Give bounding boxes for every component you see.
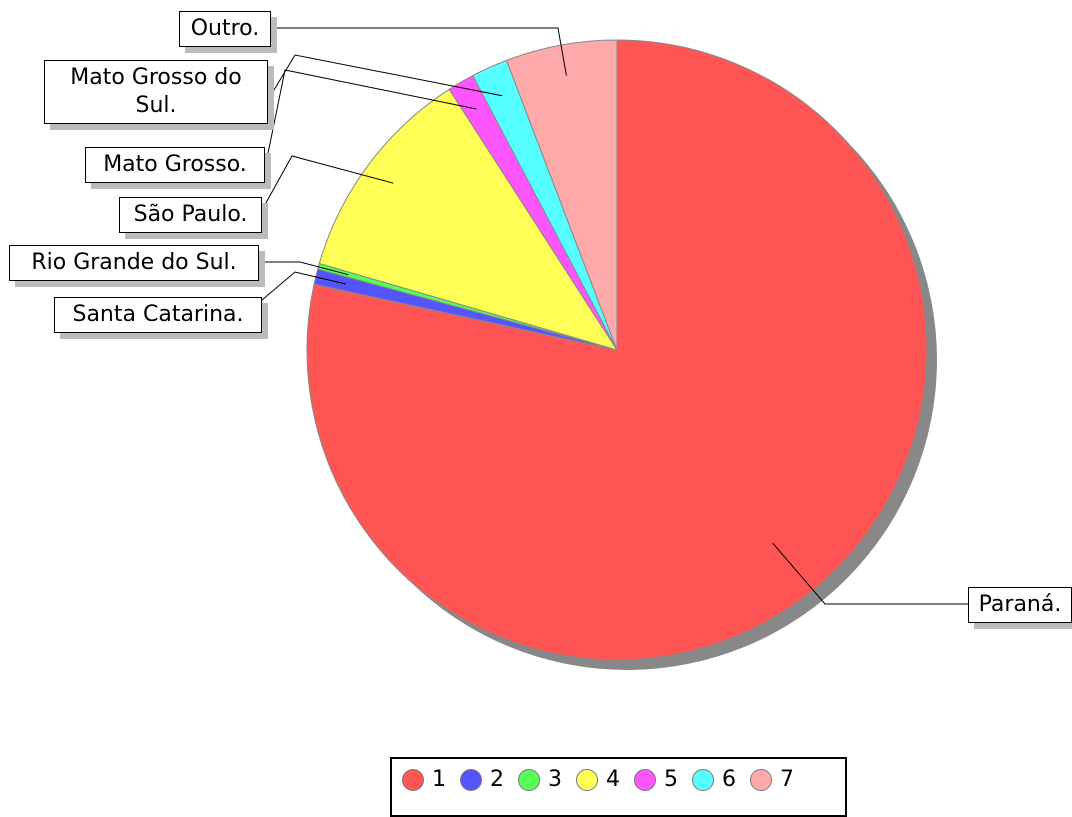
legend-label: 4 <box>606 767 620 792</box>
legend-swatch <box>576 768 598 791</box>
legend-item: 5 <box>634 767 678 792</box>
leader-line <box>261 271 347 301</box>
slice-label: Rio Grande do Sul. <box>9 245 259 281</box>
slice-label: Paraná. <box>968 587 1072 623</box>
slice-label: Mato Grosso. <box>85 147 265 183</box>
legend-label: 6 <box>722 767 736 792</box>
slice-label: Outro. <box>179 11 271 47</box>
slice-label: Santa Catarina. <box>54 297 262 333</box>
legend-swatch <box>634 768 656 791</box>
leader-line <box>259 261 349 276</box>
legend-label: 1 <box>432 767 446 792</box>
legend-item: 3 <box>518 767 562 792</box>
leader-line <box>264 69 477 169</box>
leader-line <box>261 155 394 211</box>
legend-item: 7 <box>750 767 794 792</box>
legend-item: 4 <box>576 767 620 792</box>
leader-line <box>271 27 567 76</box>
legend-swatch <box>692 768 714 791</box>
legend-item: 2 <box>460 767 504 792</box>
legend-label: 5 <box>664 767 678 792</box>
legend-swatch <box>518 768 540 791</box>
legend-item: 1 <box>402 767 446 792</box>
legend-swatch <box>460 768 482 791</box>
legend-item: 6 <box>692 767 736 792</box>
legend-label: 7 <box>780 767 794 792</box>
legend-label: 2 <box>490 767 504 792</box>
leader-line <box>772 542 968 605</box>
legend-label: 3 <box>548 767 562 792</box>
legend: 1 2 3 4 5 6 7 <box>390 757 847 817</box>
legend-swatch <box>402 768 424 791</box>
legend-swatch <box>750 768 772 791</box>
slice-label: São Paulo. <box>119 197 262 233</box>
slice-label: Mato Grosso do Sul. <box>44 60 268 124</box>
leader-line <box>267 54 503 101</box>
